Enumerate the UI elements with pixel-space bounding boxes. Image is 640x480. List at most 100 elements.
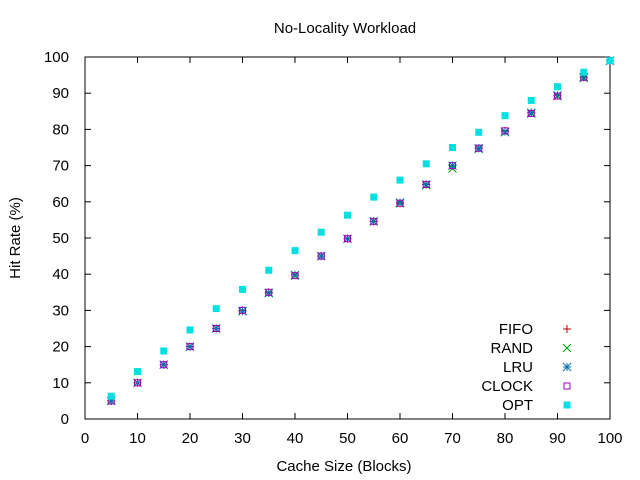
data-point-clock [160,361,168,369]
marker-shape [239,306,246,314]
y-axis: 0 10 20 30 40 50 60 70 80 90 100 [44,49,610,428]
marker-shape [396,199,404,207]
data-point-clock [186,343,194,351]
marker-shape [580,68,588,76]
data-point-clock [265,288,273,296]
data-point-opt [475,128,483,136]
marker-shape [554,83,561,91]
data-point-clock [422,180,430,188]
legend-marker-lru [562,362,572,372]
y-tick-label: 0 [61,411,69,428]
data-point-clock [449,162,456,170]
marker-shape [134,368,141,376]
x-tick-label: 30 [234,430,251,447]
data-point-opt [422,160,430,168]
y-tick-label: 30 [52,302,69,319]
marker-shape [370,217,378,225]
data-point-clock [134,379,141,387]
marker-shape [449,162,456,170]
x-tick-label: 80 [497,430,514,447]
data-point-clock [317,252,325,260]
data-point-clock [370,217,378,225]
data-point-clock [291,272,299,280]
data-point-opt [396,176,404,184]
data-point-opt [134,368,141,376]
y-tick-label: 20 [52,339,69,356]
marker-shape [291,247,299,255]
marker-shape [501,127,509,135]
y-tick-label: 90 [52,85,69,102]
data-point-opt [291,247,299,255]
marker-shape [291,272,299,280]
x-tick-label: 20 [182,430,199,447]
legend-label-lru: LRU [503,359,533,376]
x-axis: 0 10 20 30 40 50 60 70 80 90 100 [81,57,623,447]
marker-shape [554,92,561,100]
x-tick-label: 70 [444,430,461,447]
x-tick-label: 40 [287,430,304,447]
x-tick-label: 90 [549,430,566,447]
data-point-opt [580,68,588,76]
marker-shape [186,343,194,351]
marker-shape [160,347,168,355]
marker-shape [344,235,351,243]
marker-shape [265,266,273,274]
x-tick-label: 0 [81,430,89,447]
y-axis-title: Hit Rate (%) [7,197,24,279]
data-point-opt [107,392,115,400]
marker-shape [107,392,115,400]
marker-shape [317,228,325,236]
y-tick-label: 70 [52,158,69,175]
y-tick-label: 10 [52,375,69,392]
x-tick-label: 60 [392,430,409,447]
data-point-opt [212,305,220,313]
x-tick-label: 100 [597,430,622,447]
data-point-opt [317,228,325,236]
data-point-opt [606,57,614,65]
legend-marker-clock [563,382,571,390]
marker-shape [344,211,351,219]
marker-shape [396,176,404,184]
series-opt [107,57,614,400]
legend-label-fifo: FIFO [499,321,533,338]
data-point-clock [501,127,509,135]
x-axis-title: Cache Size (Blocks) [276,458,411,475]
marker-shape [563,401,571,409]
data-point-clock [344,235,351,243]
y-tick-label: 80 [52,121,69,138]
data-point-clock [212,325,220,332]
series-clock [107,57,614,405]
legend: FIFO RAND LRU CLOCK OPT [481,321,572,414]
data-point-opt [160,347,168,355]
marker-shape [212,325,220,332]
data-series [106,56,615,406]
marker-shape [563,382,571,390]
marker-shape [422,180,430,188]
marker-stroke [562,362,572,372]
marker-shape [527,109,535,117]
legend-label-opt: OPT [502,397,533,414]
data-point-opt [344,211,351,219]
data-point-clock [554,92,561,100]
marker-shape [239,285,246,293]
marker-shape [186,326,194,334]
x-tick-label: 10 [129,430,146,447]
legend-marker-opt [563,401,571,409]
data-point-clock [475,144,483,152]
y-tick-label: 60 [52,194,69,211]
y-tick-label: 100 [44,49,69,66]
marker-shape [475,144,483,152]
marker-shape [527,96,535,104]
data-point-opt [265,266,273,274]
x-tick-label: 50 [339,430,356,447]
legend-label-clock: CLOCK [481,378,533,395]
data-point-clock [239,306,246,314]
data-point-opt [554,83,561,91]
data-point-opt [449,144,456,151]
marker-shape [160,361,168,369]
y-tick-label: 40 [52,266,69,283]
marker-shape [265,288,273,296]
chart-title: No-Locality Workload [274,20,416,37]
